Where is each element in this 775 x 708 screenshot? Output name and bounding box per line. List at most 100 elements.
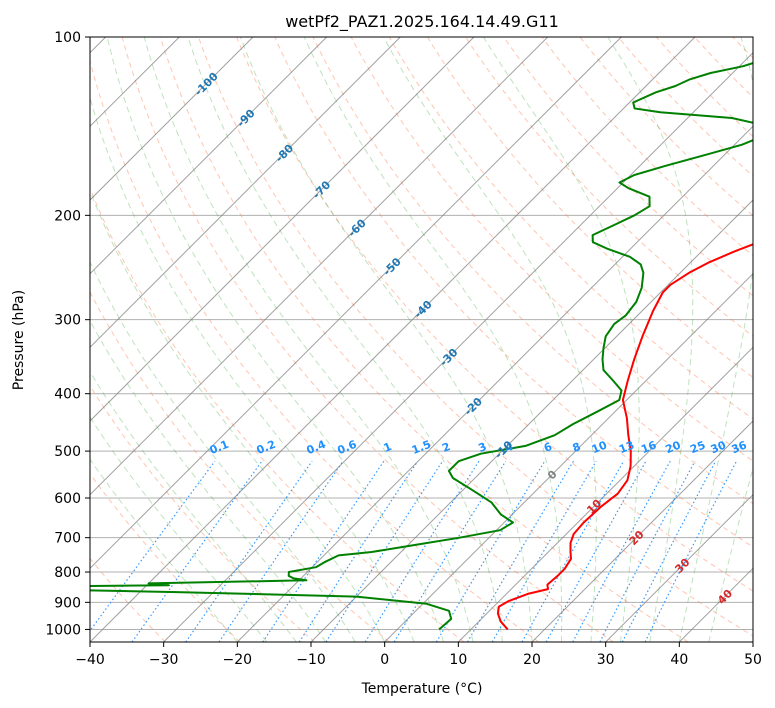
isotherm-label: 40 [715, 587, 735, 607]
mixing-ratio-label: 20 [664, 438, 683, 456]
dry-adiabat [274, 37, 753, 548]
moist-adiabat [90, 319, 327, 642]
isotherm [678, 567, 753, 642]
dry-adiabat [465, 37, 753, 337]
moist-adiabat [187, 37, 503, 642]
dry-adiabat [656, 37, 753, 138]
mixing-ratio-label: 0.2 [255, 438, 278, 457]
mixing-ratio-label: 10 [590, 438, 609, 456]
mixing-ratio-line [491, 460, 597, 642]
moist-adiabat [482, 37, 640, 642]
isotherm-label: -90 [234, 107, 257, 130]
isotherm-label: 0 [545, 468, 560, 483]
dry-adiabat [426, 37, 753, 378]
y-tick-label: 300 [54, 313, 81, 329]
mixing-ratio-line [621, 460, 717, 642]
temperature-profile-line [496, 243, 753, 631]
moist-adiabat [383, 37, 597, 642]
dry-adiabat [90, 186, 465, 642]
y-tick-label: 400 [54, 387, 81, 403]
mixing-ratio-line [131, 460, 263, 642]
dry-adiabat [694, 37, 753, 98]
x-tick-label: 40 [670, 652, 688, 668]
x-tick-label: −20 [223, 652, 253, 668]
dry-adiabat [312, 37, 753, 505]
x-tick-label: 0 [380, 652, 389, 668]
series-layer [90, 61, 753, 631]
y-tick-label: 100 [54, 30, 81, 46]
isotherm [90, 37, 401, 349]
mixing-ratio-label: 1.5 [410, 438, 433, 457]
isotherm [457, 346, 753, 642]
line-labels: 0.1 0.2 0.4 0.6 1 1.5 2 3 4 6 8 10 13 16 20 25 30 36-100-… [192, 70, 749, 607]
isotherm [163, 51, 753, 642]
background-lines [90, 37, 775, 642]
moist-adiabat [90, 416, 268, 642]
dewpoint-profile-line [90, 61, 753, 631]
mixing-ratio-label: 0.4 [305, 438, 328, 457]
isotherm-label: -20 [462, 395, 485, 418]
dry-adiabat [388, 37, 753, 420]
isotherm [90, 37, 475, 422]
moist-adiabat [143, 37, 474, 642]
x-tick-label: 50 [744, 652, 762, 668]
dry-adiabat [90, 384, 316, 642]
x-tick-label: −40 [75, 652, 105, 668]
dry-adiabat [732, 37, 753, 59]
isotherm-label: -80 [273, 142, 296, 165]
x-axis-label: Temperature (°C) [361, 681, 483, 697]
mixing-ratio-line [521, 460, 625, 642]
mixing-ratio-label: 3 [476, 440, 488, 455]
moist-adiabat [303, 37, 563, 642]
isotherm-label: 10 [584, 497, 604, 517]
y-tick-label: 800 [54, 565, 81, 581]
dry-adiabat [350, 37, 753, 462]
isotherm [384, 272, 753, 642]
mixing-ratio-label: 25 [688, 439, 707, 457]
y-tick-label: 200 [54, 208, 81, 224]
x-axis: −40 −30 −20 −10 0 10 20 30 40 50 [75, 642, 762, 668]
dry-adiabat [90, 472, 241, 642]
x-tick-label: 20 [523, 652, 541, 668]
mixing-ratio-line [185, 460, 313, 642]
mixing-ratio-label: 8 [571, 440, 583, 455]
plot-frame [89, 36, 754, 643]
mixing-ratio-line [644, 460, 738, 642]
dry-adiabat [503, 37, 753, 297]
dry-adiabat [90, 291, 390, 642]
moist-adiabat [239, 37, 533, 642]
x-tick-label: 30 [597, 652, 615, 668]
y-axis: 100 200 300 400 500 600 700 800 900 1000 [45, 30, 90, 638]
x-tick-label: 10 [449, 652, 467, 668]
mixing-ratio-line [393, 460, 507, 642]
isotherm [236, 125, 753, 642]
moist-adiabat [678, 37, 753, 642]
mixing-ratio-line [466, 460, 574, 642]
y-tick-label: 900 [54, 595, 81, 611]
isotherm [752, 641, 753, 642]
dry-adiabat [159, 37, 689, 642]
isotherm [90, 37, 622, 570]
mixing-ratio-label: 16 [639, 438, 658, 456]
mixing-ratio-label: 36 [730, 438, 749, 456]
mixing-ratio-label: 0.6 [336, 438, 359, 457]
mixing-ratio-line [218, 460, 344, 642]
y-tick-label: 500 [54, 444, 81, 460]
isotherm [605, 493, 753, 642]
isotherm [90, 37, 254, 201]
y-tick-label: 1000 [45, 622, 81, 638]
mixing-ratio-line [325, 460, 444, 642]
isotherm-label: -30 [437, 346, 460, 369]
moist-adiabat [90, 189, 386, 642]
isotherm [90, 37, 328, 275]
x-tick-label: −10 [296, 652, 326, 668]
mixing-ratio-line [90, 460, 216, 632]
dry-adiabat [771, 37, 775, 642]
isotherm [310, 199, 753, 642]
moist-adiabat [607, 37, 694, 642]
dry-adiabat [198, 37, 753, 637]
mixing-ratio-label: 2 [440, 440, 452, 455]
mixing-ratio-label: 1 [382, 440, 394, 455]
mixing-ratio-line [262, 460, 385, 642]
